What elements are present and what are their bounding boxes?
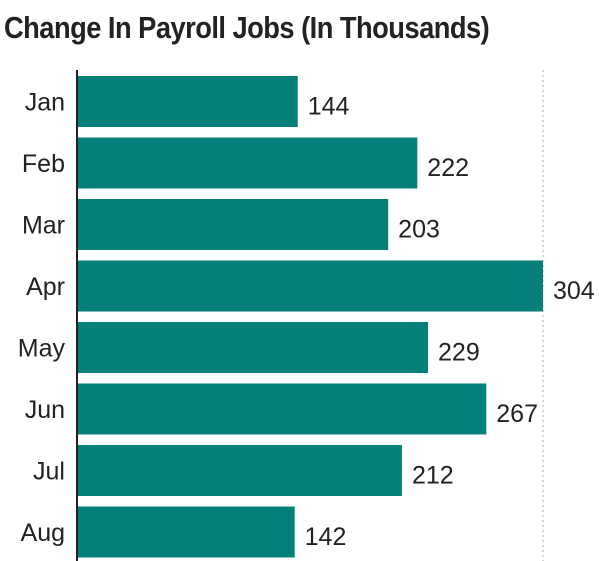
category-label-jul: Jul (33, 458, 65, 486)
value-label-jan: 144 (308, 93, 350, 121)
bar-mar (77, 199, 389, 250)
chart-title: Change In Payroll Jobs (In Thousands) (4, 10, 490, 45)
bar-jul (77, 445, 402, 496)
bars-layer (77, 76, 543, 558)
category-label-apr: Apr (26, 273, 65, 301)
category-label-may: May (18, 335, 66, 363)
bar-apr (77, 260, 543, 312)
value-label-aug: 142 (305, 523, 347, 551)
category-label-jun: Jun (25, 396, 65, 424)
value-label-jul: 212 (412, 462, 454, 490)
labels-layer: Jan 144 Feb 222 Mar 203 Apr 304 May 229 Jun 267 Jul 2… (18, 89, 595, 552)
category-label-jan: Jan (25, 89, 65, 117)
category-label-feb: Feb (22, 150, 65, 178)
bar-aug (77, 506, 295, 558)
value-label-may: 229 (438, 339, 480, 367)
value-label-apr: 304 (553, 277, 595, 305)
category-label-mar: Mar (22, 212, 65, 240)
value-label-mar: 203 (398, 216, 440, 244)
category-label-aug: Aug (21, 519, 65, 547)
bar-feb (77, 137, 418, 189)
value-label-feb: 222 (427, 154, 469, 182)
bar-jun (77, 383, 487, 435)
value-label-jun: 267 (496, 400, 538, 428)
bar-jan (77, 76, 298, 127)
bar-may (77, 322, 429, 373)
